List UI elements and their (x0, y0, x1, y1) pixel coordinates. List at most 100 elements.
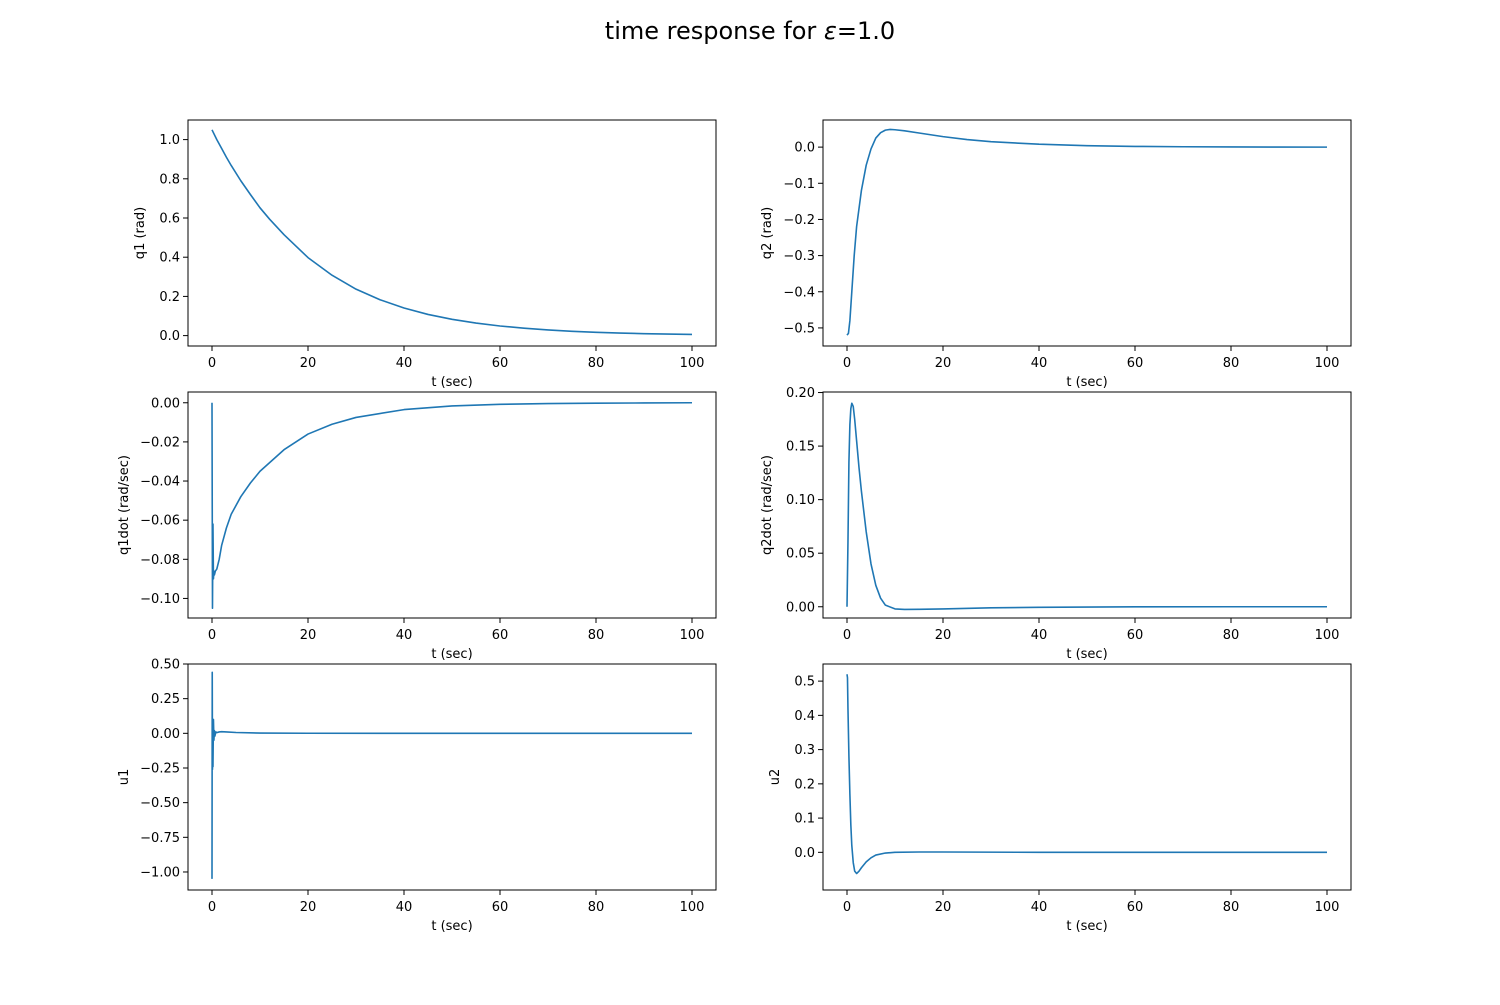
u2-ytick-label: 0.0 (794, 846, 815, 861)
u1-ytick-label: 0.50 (151, 658, 180, 673)
q1-xtick-label: 60 (492, 356, 509, 371)
q1-axes-frame (187, 119, 717, 347)
q2-xtick-label: 0 (843, 356, 851, 371)
q2dot-xlabel: t (sec) (1066, 647, 1107, 662)
subplot-q1: 0 20 40 60 80 100 0.0 0.2 0.4 0.6 0.8 1.0 t (sec) q1 … (133, 119, 717, 390)
q1dot-xtick-label: 40 (396, 628, 413, 643)
q2-ytick-label: −0.2 (783, 213, 815, 228)
q2dot-xtick-label: 20 (935, 628, 952, 643)
q1-ytick-label: 0.8 (159, 172, 180, 187)
q2-xtick-label: 40 (1031, 356, 1048, 371)
u1-ytick-label: −0.50 (140, 796, 180, 811)
u1-xtick-label: 60 (492, 900, 509, 915)
u2-ytick-label: 0.3 (794, 743, 815, 758)
q2dot-ytick-label: 0.10 (786, 493, 815, 508)
q1dot-series-line-0 (211, 401, 693, 610)
q2-ytick-label: 0.0 (794, 141, 815, 156)
u2-axes-frame (822, 663, 1352, 891)
q1dot-xlabel: t (sec) (431, 647, 472, 662)
u2-ytick-label: 0.2 (794, 777, 815, 792)
subplot-q2: 0 20 40 60 80 100 −0.5 −0.4 −0.3 −0.2 −0.1 0.0 t (se… (760, 119, 1352, 390)
subplot-u1: 0 20 40 60 80 100 −1.00 −0.75 −0.50 −0.25 0.00 0.25… (117, 658, 717, 934)
subplot-u2: 0 20 40 60 80 100 0.0 0.1 0.2 0.3 0.4 0.5 t (sec) u2 (768, 663, 1352, 934)
u2-xtick-label: 20 (935, 900, 952, 915)
q1-ytick-label: 0.6 (159, 212, 180, 227)
q2dot-xtick-label: 100 (1315, 628, 1340, 643)
q2dot-ytick-label: 0.00 (786, 600, 815, 615)
u2-xlabel: t (sec) (1066, 919, 1107, 934)
q2-xtick-label: 80 (1223, 356, 1240, 371)
q2dot-ylabel: q2dot (rad/sec) (760, 455, 775, 555)
q2dot-xtick-label: 60 (1127, 628, 1144, 643)
figure-title: time response for ε=1.0 (0, 17, 1500, 45)
q1dot-axes-frame (187, 391, 717, 619)
u1-ytick-label: 0.25 (151, 692, 180, 707)
q1dot-xtick-label: 0 (208, 628, 216, 643)
q1dot-xtick-label: 100 (680, 628, 705, 643)
q1dot-ytick-label: −0.04 (140, 475, 180, 490)
q2dot-ytick-label: 0.05 (786, 547, 815, 562)
u1-xtick-label: 20 (300, 900, 317, 915)
u2-ytick-label: 0.4 (794, 709, 815, 724)
q2-xtick-label: 100 (1315, 356, 1340, 371)
q1-series-line-0 (211, 129, 693, 336)
q1dot-xtick-label: 80 (588, 628, 605, 643)
u1-xtick-label: 80 (588, 900, 605, 915)
u1-ytick-label: −1.00 (140, 865, 180, 880)
u2-ytick-label: 0.5 (794, 675, 815, 690)
q1-xtick-label: 20 (300, 356, 317, 371)
q2-ytick-label: −0.5 (783, 321, 815, 336)
figure-title-suffix: =1.0 (836, 17, 896, 45)
q1-xtick-label: 100 (680, 356, 705, 371)
q1-ytick-label: 0.0 (159, 329, 180, 344)
q2dot-xtick-label: 80 (1223, 628, 1240, 643)
q2-series-line-0 (846, 128, 1328, 336)
u1-xlabel: t (sec) (431, 919, 472, 934)
u2-ytick-label: 0.1 (794, 812, 815, 827)
q1-xtick-label: 80 (588, 356, 605, 371)
q1dot-ytick-label: −0.06 (140, 514, 180, 529)
q1dot-ytick-label: −0.02 (140, 435, 180, 450)
q2dot-axes-frame (822, 391, 1352, 619)
u1-xtick-label: 40 (396, 900, 413, 915)
u1-xtick-label: 100 (680, 900, 705, 915)
u1-ytick-label: −0.25 (140, 761, 180, 776)
q2dot-xtick-label: 40 (1031, 628, 1048, 643)
subplot-q1dot: 0 20 40 60 80 100 −0.10 −0.08 −0.06 −0.04 −0.02 0.0… (117, 391, 717, 662)
q2-ytick-label: −0.1 (783, 177, 815, 192)
q1-xlabel: t (sec) (431, 375, 472, 390)
q2dot-xtick-label: 0 (843, 628, 851, 643)
u2-xtick-label: 40 (1031, 900, 1048, 915)
u1-series-line-0 (211, 671, 692, 879)
u2-series-line-0 (846, 674, 1327, 875)
subplot-q2dot: 0 20 40 60 80 100 0.00 0.05 0.10 0.15 0.20 t (sec) q… (760, 386, 1352, 662)
u1-axes-frame (187, 663, 717, 891)
u1-ylabel: u1 (117, 769, 132, 786)
q1-ylabel: q1 (rad) (133, 207, 148, 259)
u2-xtick-label: 0 (843, 900, 851, 915)
u2-xtick-label: 80 (1223, 900, 1240, 915)
q1dot-ytick-label: −0.10 (140, 592, 180, 607)
q2-xlabel: t (sec) (1066, 375, 1107, 390)
q2dot-ytick-label: 0.20 (786, 386, 815, 401)
u2-xtick-label: 100 (1315, 900, 1340, 915)
q2-ytick-label: −0.4 (783, 285, 815, 300)
u1-ytick-label: 0.00 (151, 727, 180, 742)
u1-ytick-label: −0.75 (140, 831, 180, 846)
figure-title-prefix: time response for (604, 17, 824, 45)
q2-ylabel: q2 (rad) (760, 207, 775, 259)
q2-xtick-label: 20 (935, 356, 952, 371)
u1-xtick-label: 0 (208, 900, 216, 915)
q2dot-series-line-0 (846, 402, 1327, 611)
q1-xtick-label: 0 (208, 356, 216, 371)
q2dot-ytick-label: 0.15 (786, 440, 815, 455)
q1dot-ylabel: q1dot (rad/sec) (117, 455, 132, 555)
figure-title-symbol: ε (823, 17, 837, 45)
u2-ylabel: u2 (768, 769, 783, 786)
q1-xtick-label: 40 (396, 356, 413, 371)
q2-ytick-label: −0.3 (783, 249, 815, 264)
q1dot-ytick-label: 0.00 (151, 396, 180, 411)
q1dot-xtick-label: 60 (492, 628, 509, 643)
